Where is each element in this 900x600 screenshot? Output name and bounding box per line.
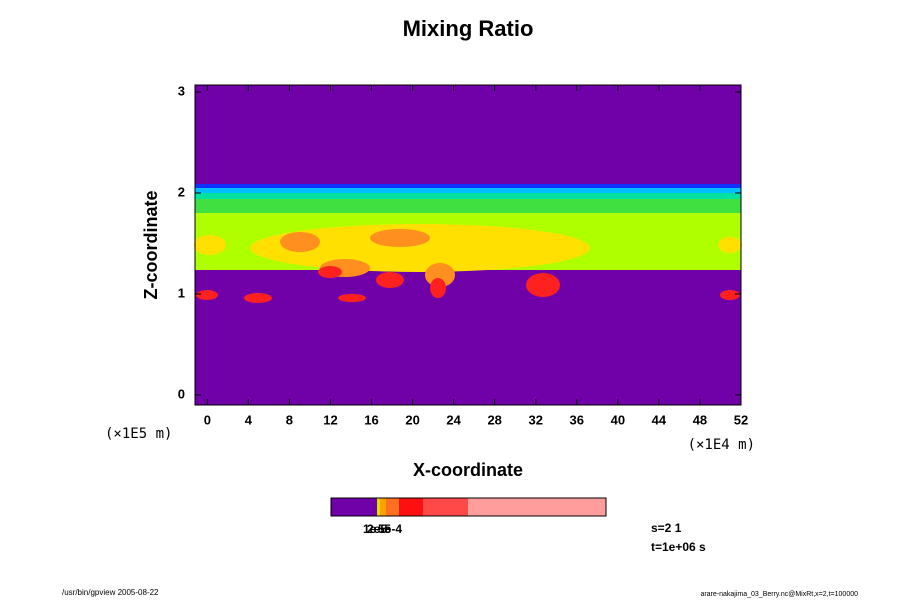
colorbar-label: 1e-5 bbox=[363, 522, 387, 536]
colorbar-segment bbox=[377, 498, 380, 516]
x-tick-label: 28 bbox=[487, 412, 501, 427]
field-blob bbox=[194, 235, 226, 255]
colorbar-segment bbox=[399, 498, 423, 516]
x-tick-label: 52 bbox=[734, 412, 748, 427]
field-blob bbox=[430, 278, 446, 298]
field-blob bbox=[280, 232, 320, 252]
field-band bbox=[195, 199, 741, 213]
y-tick-label: 2 bbox=[178, 184, 185, 199]
field-blob bbox=[718, 237, 742, 253]
footer: arare-nakajima_03_Berry.nc@MixRt,x=2,t=1… bbox=[700, 591, 858, 598]
x-tick-label: 44 bbox=[652, 412, 667, 427]
colorbar-frame bbox=[330, 497, 607, 517]
colorbar-segment bbox=[331, 498, 377, 516]
footer: /usr/bin/gpview 2005-08-22 bbox=[62, 588, 159, 597]
colorbar-segment bbox=[380, 498, 386, 516]
x-tick-label: 48 bbox=[693, 412, 707, 427]
y-axis-label: Z-coordinate bbox=[141, 190, 161, 299]
chart-title: Mixing Ratio bbox=[403, 16, 534, 41]
y-tick-label: 0 bbox=[178, 386, 185, 401]
x-tick-label: 32 bbox=[529, 412, 543, 427]
x-tick-label: 20 bbox=[405, 412, 419, 427]
field-band bbox=[195, 188, 741, 193]
colorbar-label: 2e-5 bbox=[367, 522, 391, 536]
x-tick-label: 8 bbox=[286, 412, 293, 427]
x-tick-label: 0 bbox=[204, 412, 211, 427]
x-tick-label: 12 bbox=[323, 412, 337, 427]
colorbar-segment bbox=[386, 498, 399, 516]
field-band bbox=[195, 193, 741, 199]
field-blob bbox=[244, 293, 272, 303]
x-tick-label: 36 bbox=[570, 412, 584, 427]
x-unit: (×1E4 m) bbox=[688, 437, 755, 453]
field-band bbox=[195, 184, 741, 188]
x-tick-label: 24 bbox=[446, 412, 461, 427]
x-tick-label: 4 bbox=[245, 412, 253, 427]
field bbox=[194, 85, 742, 405]
annotation: s=2 1 bbox=[651, 521, 682, 535]
field-blob bbox=[376, 272, 404, 288]
field-blob bbox=[318, 266, 342, 278]
field-blob bbox=[526, 273, 560, 297]
y-unit: (×1E5 m) bbox=[105, 426, 172, 442]
plot-frame bbox=[194, 84, 742, 406]
x-axis-label: X-coordinate bbox=[413, 460, 523, 480]
x-tick-label: 16 bbox=[364, 412, 378, 427]
field-blob bbox=[338, 294, 366, 302]
y-tick-label: 3 bbox=[178, 84, 185, 99]
colorbar-segment bbox=[468, 498, 606, 516]
field-blob bbox=[720, 290, 740, 300]
x-tick-label: 40 bbox=[611, 412, 625, 427]
y-tick-label: 1 bbox=[178, 285, 185, 300]
colorbar-label: 5e-4 bbox=[378, 522, 402, 536]
field-blob bbox=[370, 229, 430, 247]
colorbar: 1e-5 2e-5 5e-4 bbox=[330, 497, 607, 536]
colorbar-segment bbox=[423, 498, 468, 516]
field-blob bbox=[196, 290, 218, 300]
annotation: t=1e+06 s bbox=[651, 540, 706, 554]
